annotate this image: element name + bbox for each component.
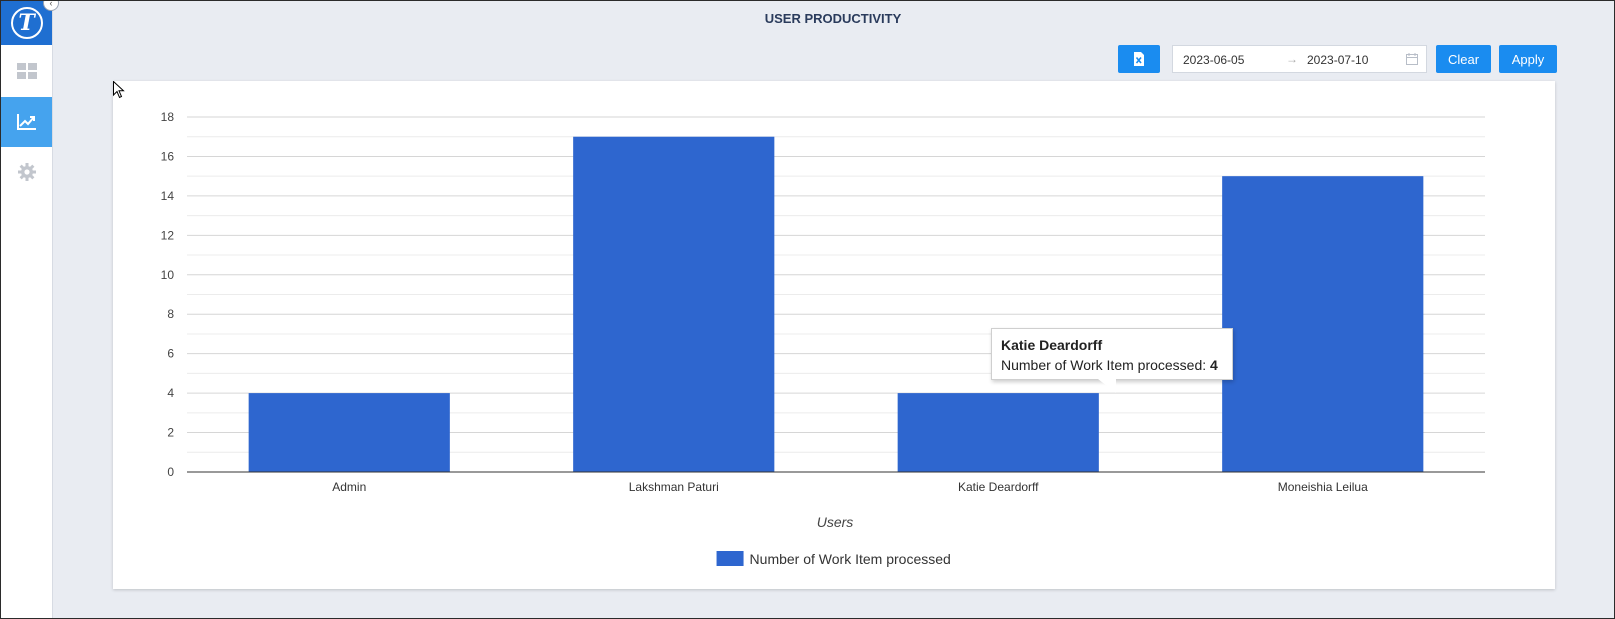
bar-moneishia-leilua — [1222, 176, 1424, 472]
mouse-cursor-icon — [113, 81, 125, 99]
clear-button[interactable]: Clear — [1436, 45, 1491, 73]
dashboard-grid-icon — [16, 63, 37, 79]
chart-card: 0 2 4 6 8 10 12 14 16 18 Admin Lakshman Paturi Katie… — [113, 81, 1555, 589]
x-axis-title: Users — [817, 514, 854, 530]
y-tick-label: 14 — [161, 189, 175, 203]
end-date-input[interactable] — [1305, 46, 1404, 74]
tooltip-title: Katie Deardorff — [1001, 337, 1103, 353]
bar-katie-deardorff — [897, 393, 1099, 472]
bar-lakshman-paturi — [573, 136, 775, 472]
excel-file-icon — [1134, 52, 1144, 66]
chart-tooltip: Katie Deardorff Number of Work Item proc… — [991, 328, 1233, 380]
y-tick-label: 8 — [167, 307, 174, 321]
tooltip-pointer — [1098, 379, 1116, 393]
calendar-icon[interactable] — [1406, 53, 1418, 65]
y-tick-label: 4 — [167, 386, 174, 400]
y-tick-label: 2 — [167, 426, 174, 440]
y-tick-label: 10 — [161, 268, 175, 282]
tooltip-body: Number of Work Item processed: 4 — [1001, 357, 1223, 373]
legend-swatch — [716, 551, 744, 566]
y-tick-label: 18 — [161, 110, 175, 124]
x-tick-label: Moneishia Leilua — [1278, 480, 1368, 494]
line-chart-icon — [16, 114, 36, 130]
export-excel-button[interactable] — [1118, 45, 1160, 73]
logo-mark: T — [10, 7, 43, 39]
sidebar: T ‹ — [1, 1, 59, 618]
range-arrow: → — [1286, 52, 1298, 66]
x-tick-label: Katie Deardorff — [958, 480, 1039, 494]
y-tick-label: 6 — [167, 347, 174, 361]
start-date-input[interactable] — [1181, 46, 1285, 74]
page-title: USER PRODUCTIVITY — [764, 10, 902, 26]
sidebar-item-settings[interactable] — [1, 147, 52, 197]
bar-chart: 0 2 4 6 8 10 12 14 16 18 Admin Lakshman Paturi Katie… — [161, 110, 1485, 567]
x-tick-label: Admin — [332, 480, 366, 494]
sidebar-item-reports[interactable] — [1, 97, 52, 147]
legend-label: Number of Work Item processed — [750, 551, 951, 567]
app-logo[interactable]: T — [1, 1, 52, 45]
y-tick-label: 16 — [161, 149, 175, 163]
y-tick-label: 0 — [167, 465, 174, 479]
y-tick-label: 12 — [161, 228, 175, 242]
gear-icon — [17, 163, 36, 181]
bar-admin — [248, 393, 450, 472]
apply-button[interactable]: Apply — [1499, 45, 1557, 73]
tooltip-label: Number of Work Item processed: — [1001, 357, 1211, 373]
tooltip-value: 4 — [1210, 357, 1218, 373]
date-range-picker[interactable]: → — [1172, 45, 1427, 74]
x-tick-label: Lakshman Paturi — [629, 480, 719, 494]
sidebar-item-dashboard[interactable] — [1, 46, 52, 96]
